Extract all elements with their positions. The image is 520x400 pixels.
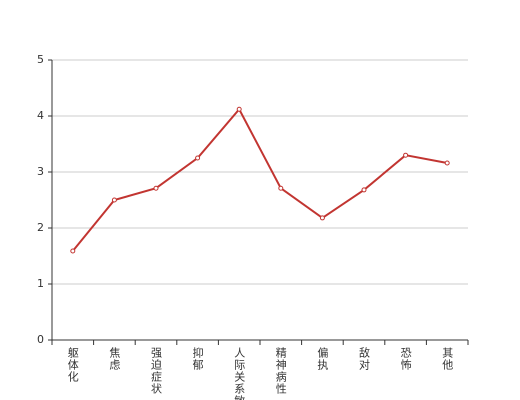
point bbox=[70, 248, 76, 254]
y-tick-label: 3 bbox=[37, 165, 44, 178]
point bbox=[361, 187, 367, 193]
x-tick-label: 强迫症状 bbox=[150, 347, 163, 395]
x-tick-label: 敌对 bbox=[358, 346, 371, 371]
point bbox=[444, 160, 450, 166]
point bbox=[153, 185, 159, 191]
x-tick-label: 抑郁 bbox=[191, 346, 204, 371]
x-tick-label: 焦虑 bbox=[108, 347, 121, 371]
x-tick-label: 恐怖 bbox=[399, 347, 412, 371]
point bbox=[403, 152, 409, 158]
x-tick-label: 人际关系敏感 bbox=[233, 347, 246, 400]
x-tick-label: 精神病性 bbox=[274, 347, 287, 395]
line bbox=[72, 107, 448, 252]
y-tick-label: 2 bbox=[37, 221, 44, 234]
x-tick-label: 偏执 bbox=[316, 346, 329, 371]
point bbox=[236, 106, 242, 112]
x-tick-label: 其他 bbox=[441, 347, 454, 371]
y-tick-label: 1 bbox=[37, 277, 44, 290]
point bbox=[319, 215, 325, 221]
y-tick-label: 5 bbox=[37, 53, 44, 66]
point bbox=[278, 185, 284, 191]
point bbox=[195, 155, 201, 161]
y-tick-label: 4 bbox=[37, 109, 44, 122]
y-tick-label: 0 bbox=[37, 333, 44, 346]
point bbox=[111, 197, 117, 203]
x-tick-label: 躯体化 bbox=[66, 347, 79, 383]
